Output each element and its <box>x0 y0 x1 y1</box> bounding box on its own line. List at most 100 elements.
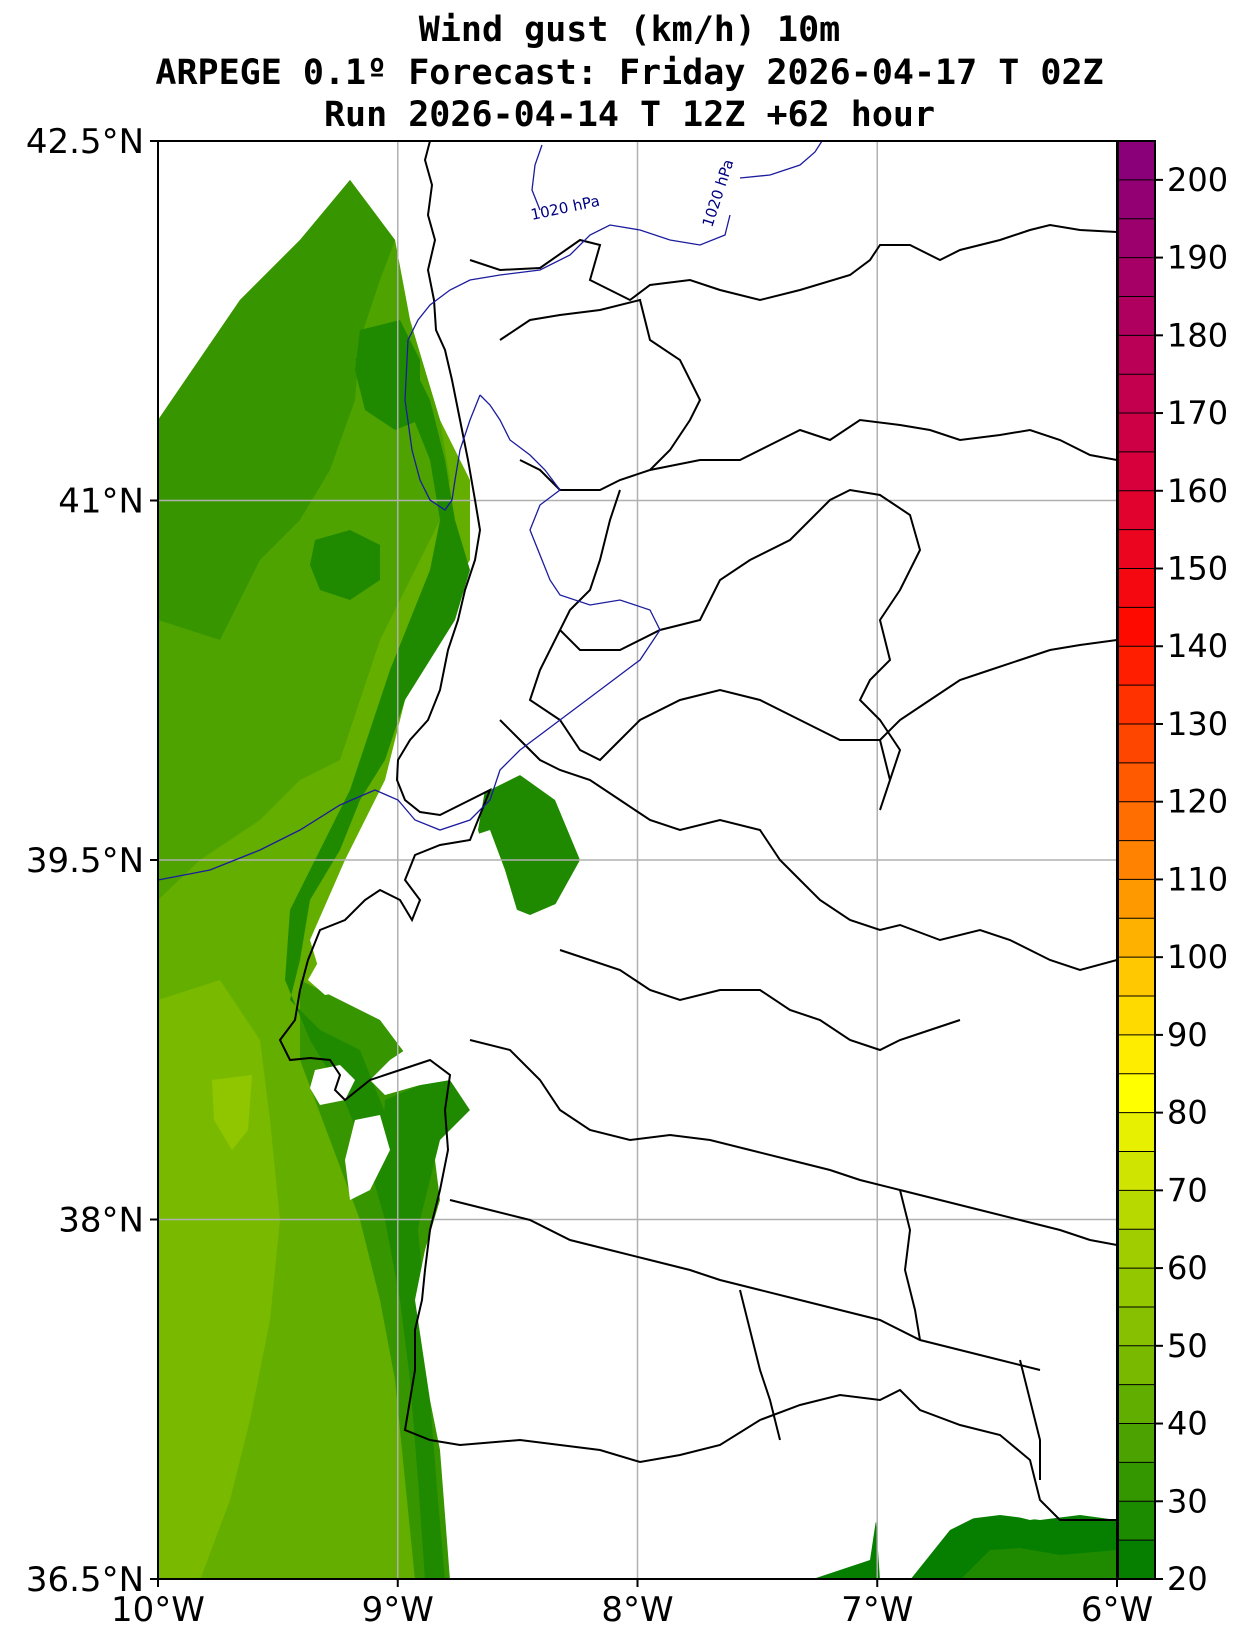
colorbar-swatch <box>1118 218 1155 258</box>
lon-tick-label: 9°W <box>362 1590 434 1630</box>
colorbar-label: 170 <box>1167 394 1228 432</box>
isobar-1020-coast <box>404 214 731 511</box>
colorbar-label: 70 <box>1167 1171 1208 1209</box>
coastline-borders <box>278 141 1117 1521</box>
colorbar-swatch <box>1118 296 1155 336</box>
colorbar-swatch <box>1118 918 1155 958</box>
colorbar: 20 30 40 50 60 70 80 90 100 110 120 130 140 150 160 170… <box>1117 140 1228 1598</box>
isobars <box>158 141 823 881</box>
colorbar-swatch <box>1118 257 1155 297</box>
colorbar-swatch <box>1118 529 1155 569</box>
colorbar-swatch <box>1118 840 1155 880</box>
colorbar-swatch <box>1118 762 1155 802</box>
gust-region-coastal-band <box>158 180 395 640</box>
colorbar-label: 90 <box>1167 1016 1208 1054</box>
gust-region-ocean-mid-south <box>212 1075 252 1150</box>
colorbar-label: 40 <box>1167 1405 1208 1443</box>
colorbar-swatch <box>1118 879 1155 919</box>
gust-region-central-pocket <box>310 530 380 600</box>
isobar-1020-northeast <box>739 141 823 179</box>
lon-tick-label: 7°W <box>841 1590 913 1630</box>
gust-region-ocean-west-strip <box>158 980 280 1579</box>
colorbar-swatch <box>1118 490 1155 530</box>
colorbar-swatch <box>1118 1540 1155 1579</box>
colorbar-swatch <box>1118 607 1155 647</box>
border-10 <box>449 1199 1041 1371</box>
colorbar-swatch <box>1118 801 1155 841</box>
colorbar-swatch <box>1118 1384 1155 1424</box>
colorbar-label: 100 <box>1167 938 1228 976</box>
gust-region-sado-area <box>380 1080 470 1260</box>
colorbar-label: 180 <box>1167 316 1228 354</box>
colorbar-swatch <box>1118 1073 1155 1113</box>
border-6 <box>499 719 1117 972</box>
border-12 <box>899 1189 921 1341</box>
colorbar-label: 130 <box>1167 705 1228 743</box>
gust-hole-middle <box>310 1065 355 1105</box>
colorbar-label: 60 <box>1167 1249 1208 1287</box>
colorbar-label: 140 <box>1167 627 1228 665</box>
border-1 <box>469 223 1117 302</box>
colorbar-swatch <box>1118 1462 1155 1502</box>
gust-hole-south <box>345 1115 390 1200</box>
colorbar-label: 50 <box>1167 1327 1208 1365</box>
border-4 <box>558 488 922 781</box>
axis-ticks: 42.5°N 41°N 39.5°N 38°N 36.5°N10°W 9°W 8°W 7°W 6… <box>26 122 1153 1630</box>
colorbar-swatch <box>1118 413 1155 452</box>
lon-tick-label: 8°W <box>601 1590 673 1630</box>
colorbar-swatch <box>1118 1112 1155 1152</box>
title-line-3: Run 2026-04-14 T 12Z +62 hour <box>323 95 936 135</box>
title-line-2: ARPEGE 0.1º Forecast: Friday 2026-04-17 … <box>155 53 1104 93</box>
colorbar-swatch <box>1118 335 1155 375</box>
border-2 <box>499 298 702 491</box>
title-line-1: Wind gust (km/h) 10m <box>418 10 841 50</box>
border-5 <box>528 629 892 811</box>
lon-tick-label: 10°W <box>111 1590 205 1630</box>
atlantic-coastline <box>278 141 1117 1521</box>
border-11 <box>739 1289 1041 1480</box>
colorbar-swatch <box>1118 1151 1155 1191</box>
gust-region-southeast-inner <box>961 1548 1117 1579</box>
wind-gust-field <box>158 180 1117 1579</box>
border-8 <box>559 949 961 1052</box>
colorbar-swatch <box>1118 568 1155 608</box>
border-7 <box>879 639 1117 741</box>
colorbar-label: 150 <box>1167 550 1228 588</box>
gust-region-north-coast <box>285 330 470 1579</box>
colorbar-swatch <box>1118 451 1155 491</box>
colorbar-label: 160 <box>1167 472 1228 510</box>
colorbar-swatch <box>1118 1229 1155 1269</box>
colorbar-label: 30 <box>1167 1482 1208 1520</box>
colorbar-swatch <box>1118 1423 1155 1463</box>
isobar-1020-west <box>158 394 661 881</box>
lon-tick-label: 6°W <box>1081 1590 1153 1630</box>
colorbar-swatch <box>1118 1306 1155 1346</box>
colorbar-swatch <box>1118 374 1155 414</box>
border-3 <box>649 418 1117 471</box>
colorbar-swatch <box>1118 1268 1155 1307</box>
gust-hole-north <box>308 940 362 995</box>
colorbar-frame <box>1117 140 1156 1580</box>
lat-tick-label: 41°N <box>58 482 144 522</box>
gust-region-north-pocket <box>355 320 420 430</box>
colorbar-swatch <box>1118 723 1155 763</box>
lat-tick-label: 36.5°N <box>26 1560 144 1600</box>
colorbar-swatch <box>1118 179 1155 219</box>
graticule <box>158 141 1117 1579</box>
border-9 <box>469 1039 1117 1246</box>
colorbar-swatch <box>1118 1190 1155 1230</box>
colorbar-label: 20 <box>1167 1560 1208 1598</box>
colorbar-label: 120 <box>1167 783 1228 821</box>
colorbar-label: 200 <box>1167 161 1228 199</box>
isobar-1020-north <box>531 144 543 211</box>
colorbar-swatch <box>1118 141 1155 180</box>
colorbar-label: 190 <box>1167 239 1228 277</box>
colorbar-swatch <box>1118 996 1155 1035</box>
lat-tick-label: 39.5°N <box>26 841 144 881</box>
colorbar-label: 110 <box>1167 860 1228 898</box>
colorbar-swatch <box>1118 1501 1155 1541</box>
lat-tick-label: 42.5°N <box>26 122 144 162</box>
colorbar-label: 80 <box>1167 1094 1208 1132</box>
lat-tick-label: 38°N <box>58 1201 144 1241</box>
